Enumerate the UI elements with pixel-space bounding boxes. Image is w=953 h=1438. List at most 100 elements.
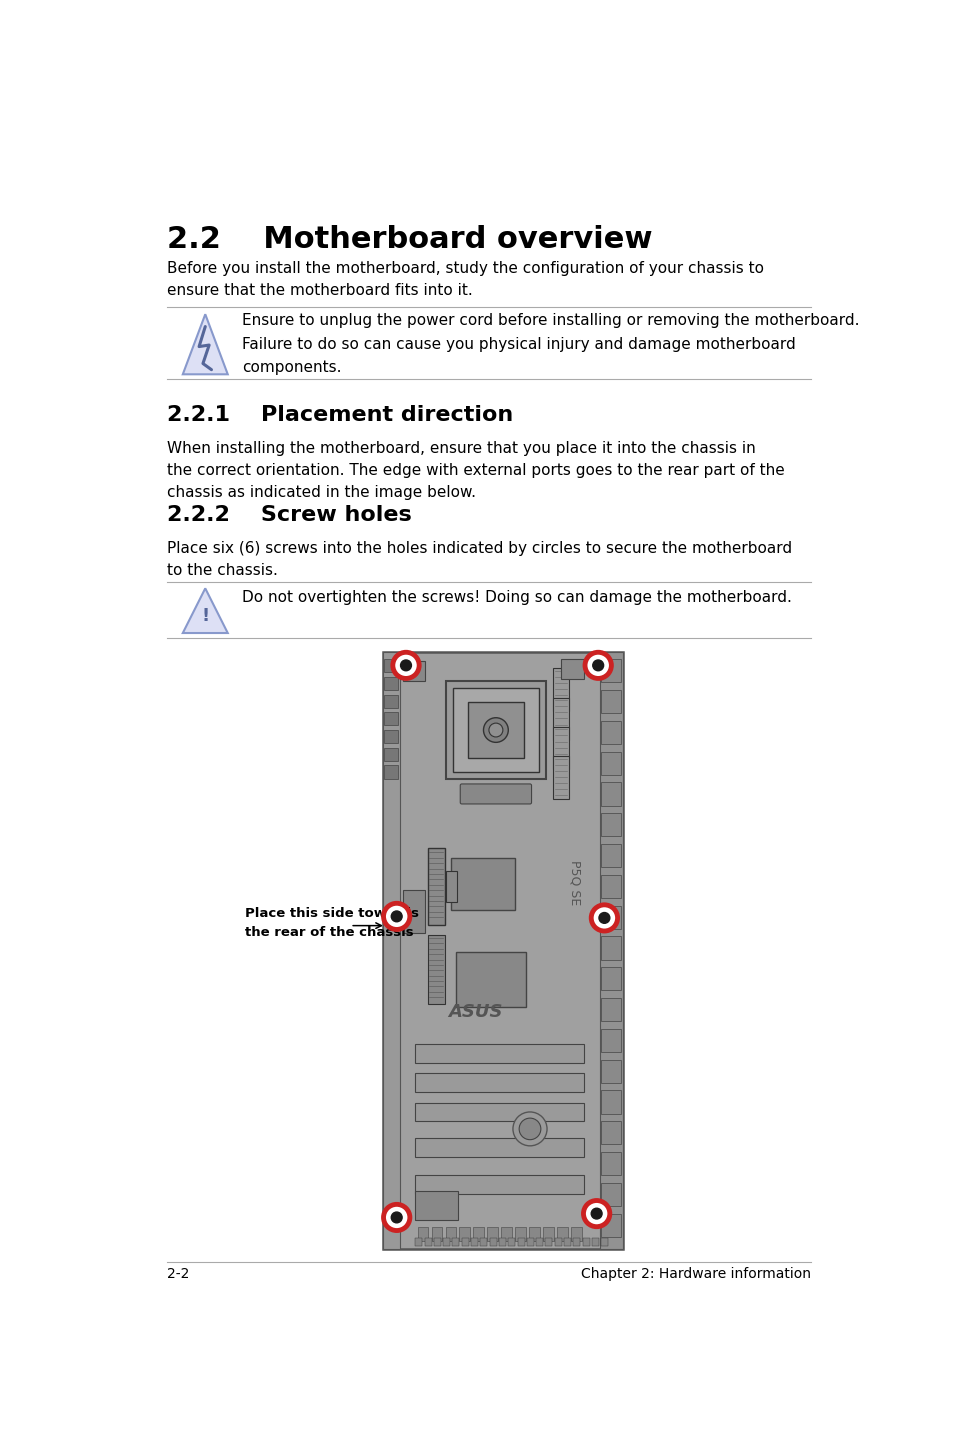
Circle shape <box>393 653 418 679</box>
Bar <box>600 1152 620 1175</box>
Bar <box>402 890 424 933</box>
Bar <box>600 720 620 743</box>
Bar <box>473 1228 484 1241</box>
Bar <box>415 1073 583 1091</box>
Bar <box>446 680 545 779</box>
Bar <box>600 659 620 682</box>
Bar <box>600 874 620 897</box>
Text: 2.2.2    Screw holes: 2.2.2 Screw holes <box>167 505 412 525</box>
Bar <box>383 677 397 690</box>
Bar <box>600 1238 608 1245</box>
Circle shape <box>591 905 617 930</box>
Bar <box>471 1238 477 1245</box>
Circle shape <box>483 718 508 742</box>
Bar <box>498 1238 505 1245</box>
Bar <box>600 936 620 959</box>
Bar <box>571 1228 581 1241</box>
Bar <box>402 660 424 680</box>
Bar <box>560 659 583 679</box>
Bar <box>542 1228 554 1241</box>
Bar <box>489 1238 497 1245</box>
Text: Do not overtighten the screws! Doing so can damage the motherboard.: Do not overtighten the screws! Doing so … <box>241 590 791 605</box>
Bar <box>600 998 620 1021</box>
Bar <box>480 1238 487 1245</box>
Polygon shape <box>183 315 228 374</box>
Bar <box>526 1238 534 1245</box>
Bar <box>592 1238 598 1245</box>
Bar <box>600 1060 620 1083</box>
Bar <box>415 1137 583 1156</box>
Circle shape <box>391 1212 402 1222</box>
Bar <box>600 1122 620 1145</box>
Circle shape <box>592 660 603 670</box>
Circle shape <box>391 912 402 922</box>
Bar <box>600 906 620 929</box>
Bar <box>573 1238 579 1245</box>
Bar <box>427 935 444 1004</box>
Bar <box>383 748 397 761</box>
Bar <box>600 968 620 991</box>
Circle shape <box>383 1205 410 1231</box>
Polygon shape <box>183 588 228 633</box>
Text: P5Q SE: P5Q SE <box>568 860 580 905</box>
Bar <box>508 1238 515 1245</box>
Text: When installing the motherboard, ensure that you place it into the chassis in
th: When installing the motherboard, ensure … <box>167 440 784 500</box>
Bar <box>515 1228 525 1241</box>
Bar <box>415 1191 457 1219</box>
Bar <box>600 752 620 775</box>
Bar <box>600 844 620 867</box>
Bar <box>553 669 568 710</box>
Text: Place six (6) screws into the holes indicated by circles to secure the motherboa: Place six (6) screws into the holes indi… <box>167 541 792 578</box>
Bar <box>600 1090 620 1113</box>
Bar <box>517 1238 524 1245</box>
Text: Chapter 2: Hardware information: Chapter 2: Hardware information <box>580 1267 810 1281</box>
Bar <box>553 728 568 769</box>
Text: 2.2.1    Placement direction: 2.2.1 Placement direction <box>167 406 513 426</box>
Bar <box>487 1228 497 1241</box>
Bar <box>536 1238 542 1245</box>
Bar <box>382 651 399 1250</box>
Bar <box>582 1238 589 1245</box>
Circle shape <box>591 1208 601 1219</box>
Bar <box>456 952 525 1007</box>
Bar <box>500 1228 512 1241</box>
Text: 2.2    Motherboard overview: 2.2 Motherboard overview <box>167 224 652 255</box>
Bar <box>415 1175 583 1194</box>
Bar <box>427 848 444 925</box>
Bar <box>461 1238 468 1245</box>
Bar <box>563 1238 571 1245</box>
Text: !: ! <box>201 607 209 626</box>
Bar <box>434 1238 440 1245</box>
Bar <box>443 1238 450 1245</box>
Bar <box>553 756 568 798</box>
Circle shape <box>513 1112 546 1146</box>
Bar <box>383 731 397 743</box>
Bar <box>452 1238 459 1245</box>
Bar <box>600 782 620 805</box>
Bar <box>468 702 523 758</box>
Bar <box>451 858 514 910</box>
Text: Place this side towards
the rear of the chassis: Place this side towards the rear of the … <box>245 907 418 939</box>
Bar <box>557 1228 567 1241</box>
Circle shape <box>583 1201 609 1227</box>
Bar <box>415 1238 422 1245</box>
Bar <box>599 651 622 1250</box>
Text: 2-2: 2-2 <box>167 1267 190 1281</box>
Bar <box>415 1044 583 1063</box>
Text: Before you install the motherboard, study the configuration of your chassis to
e: Before you install the motherboard, stud… <box>167 262 763 298</box>
Circle shape <box>488 723 502 736</box>
Bar <box>383 765 397 778</box>
Bar <box>445 1228 456 1241</box>
Bar <box>459 1228 470 1241</box>
Bar <box>600 814 620 837</box>
Bar <box>382 651 622 1250</box>
Circle shape <box>383 903 410 929</box>
Bar <box>431 1228 442 1241</box>
Bar <box>383 659 397 673</box>
Bar <box>600 690 620 713</box>
Circle shape <box>400 660 411 670</box>
Bar <box>424 1238 431 1245</box>
Bar <box>600 1183 620 1206</box>
Bar <box>555 1238 561 1245</box>
Bar <box>383 695 397 707</box>
